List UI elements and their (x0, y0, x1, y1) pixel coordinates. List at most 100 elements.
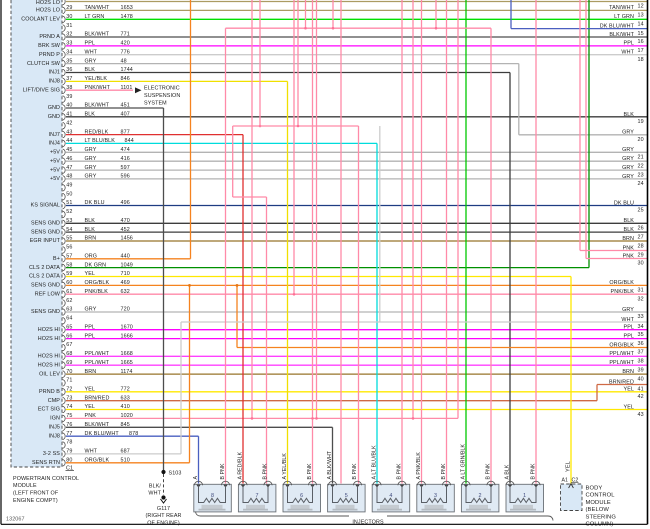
svg-text:1653: 1653 (121, 5, 133, 11)
svg-text:B PNK: B PNK (396, 463, 402, 480)
svg-text:INJECTORS: INJECTORS (352, 520, 384, 526)
svg-text:687: 687 (121, 449, 130, 455)
svg-text:HO2S HI: HO2S HI (38, 362, 60, 368)
svg-text:62: 62 (66, 298, 72, 304)
svg-text:71: 71 (66, 378, 72, 384)
svg-text:PPL: PPL (624, 41, 635, 47)
svg-text:BLK/WHT: BLK/WHT (85, 32, 110, 38)
svg-text:1020: 1020 (121, 413, 133, 419)
svg-text:+5V: +5V (50, 150, 60, 156)
svg-text:47: 47 (66, 165, 72, 171)
svg-text:SUSPENSION: SUSPENSION (144, 93, 180, 99)
svg-text:51: 51 (66, 200, 72, 206)
svg-text:BODY: BODY (586, 486, 603, 492)
svg-text:ELECTRONIC: ELECTRONIC (144, 85, 180, 91)
svg-text:25: 25 (638, 208, 644, 214)
svg-text:GRY: GRY (85, 156, 97, 162)
svg-text:GRY: GRY (622, 165, 634, 171)
svg-text:GRY: GRY (85, 147, 97, 153)
svg-text:BLK/WHT: BLK/WHT (609, 32, 634, 38)
svg-text:KS SIGNAL: KS SIGNAL (31, 203, 60, 209)
svg-text:36: 36 (66, 67, 72, 73)
svg-text:DK BLU/WHT: DK BLU/WHT (85, 431, 120, 437)
svg-text:GRY: GRY (85, 307, 97, 313)
svg-text:LT GRN: LT GRN (614, 14, 634, 20)
svg-text:470: 470 (121, 218, 130, 224)
svg-text:PPL: PPL (85, 41, 96, 47)
svg-text:SENS RTN: SENS RTN (32, 460, 60, 466)
svg-text:WHT: WHT (621, 50, 634, 56)
svg-text:PPL/WHT: PPL/WHT (85, 351, 110, 357)
svg-text:PPL/WHT: PPL/WHT (609, 360, 634, 366)
svg-text:846: 846 (121, 76, 130, 82)
svg-text:G117: G117 (157, 506, 170, 512)
svg-text:BLK: BLK (85, 67, 96, 73)
svg-text:452: 452 (121, 227, 130, 233)
svg-text:1101: 1101 (121, 85, 133, 91)
svg-text:PNK: PNK (85, 413, 97, 419)
svg-text:6: 6 (300, 493, 303, 499)
svg-text:ORG/BLK: ORG/BLK (85, 458, 110, 464)
svg-text:INJ8: INJ8 (49, 79, 60, 85)
svg-text:32: 32 (66, 32, 72, 38)
svg-text:BLK: BLK (624, 112, 635, 118)
svg-text:BRN: BRN (622, 236, 634, 242)
svg-text:IGN: IGN (50, 416, 60, 422)
svg-text:1: 1 (523, 493, 526, 499)
svg-text:BLK/WHT: BLK/WHT (85, 422, 110, 428)
svg-text:HO2S HI: HO2S HI (38, 327, 60, 333)
svg-text:LT GRN: LT GRN (85, 14, 105, 20)
svg-text:34: 34 (66, 49, 72, 55)
svg-text:2: 2 (479, 493, 482, 499)
svg-text:WHT: WHT (621, 317, 634, 323)
svg-text:14: 14 (638, 22, 644, 28)
svg-text:ENGINE COMPT): ENGINE COMPT) (13, 498, 58, 504)
svg-text:DK GRN: DK GRN (85, 262, 107, 268)
svg-text:DK BLU: DK BLU (85, 200, 105, 206)
svg-text:BRN/RED: BRN/RED (609, 379, 634, 385)
svg-text:132067: 132067 (6, 517, 25, 523)
svg-text:B PNK: B PNK (220, 463, 226, 480)
svg-text:HO2S HI: HO2S HI (38, 336, 60, 342)
svg-text:SENS GND: SENS GND (31, 229, 60, 235)
svg-text:PPL: PPL (624, 334, 635, 340)
svg-text:B PNK: B PNK (307, 463, 313, 480)
svg-text:PPL: PPL (85, 324, 96, 330)
svg-text:RED/BLK: RED/BLK (85, 129, 109, 135)
svg-text:1665: 1665 (121, 360, 133, 366)
svg-text:GRY: GRY (622, 147, 634, 153)
svg-text:3: 3 (434, 493, 437, 499)
svg-text:CLUTCH SW: CLUTCH SW (27, 61, 61, 67)
svg-text:32: 32 (638, 297, 644, 303)
svg-text:CONTROL: CONTROL (586, 493, 616, 499)
svg-text:GRY: GRY (622, 307, 634, 313)
svg-text:YEL: YEL (624, 405, 635, 411)
svg-text:CMP: CMP (48, 398, 61, 404)
svg-text:12: 12 (638, 4, 644, 10)
svg-text:30: 30 (638, 261, 644, 267)
svg-text:1174: 1174 (121, 369, 133, 375)
svg-text:BRN/RED: BRN/RED (85, 395, 110, 401)
svg-text:510: 510 (121, 458, 130, 464)
svg-text:ORG/BLK: ORG/BLK (85, 280, 110, 286)
svg-text:ORG/BLK: ORG/BLK (609, 342, 634, 348)
svg-text:BRN: BRN (85, 236, 97, 242)
svg-text:75: 75 (66, 413, 72, 419)
svg-text:WHT: WHT (148, 490, 161, 496)
svg-text:73: 73 (66, 395, 72, 401)
svg-text:57: 57 (66, 254, 72, 260)
svg-text:YEL/BLK: YEL/BLK (85, 76, 108, 82)
svg-text:22: 22 (638, 164, 644, 170)
svg-text:GRY: GRY (85, 165, 97, 171)
svg-text:B PNK: B PNK (262, 463, 268, 480)
svg-text:38: 38 (66, 85, 72, 91)
svg-text:69: 69 (66, 360, 72, 366)
svg-text:63: 63 (66, 307, 72, 313)
svg-text:31: 31 (66, 23, 72, 29)
svg-text:633: 633 (121, 395, 130, 401)
svg-text:GRY: GRY (622, 174, 634, 180)
svg-text:33: 33 (638, 314, 644, 320)
svg-text:50: 50 (66, 191, 72, 197)
svg-text:15: 15 (638, 31, 644, 37)
svg-text:34: 34 (638, 324, 644, 330)
